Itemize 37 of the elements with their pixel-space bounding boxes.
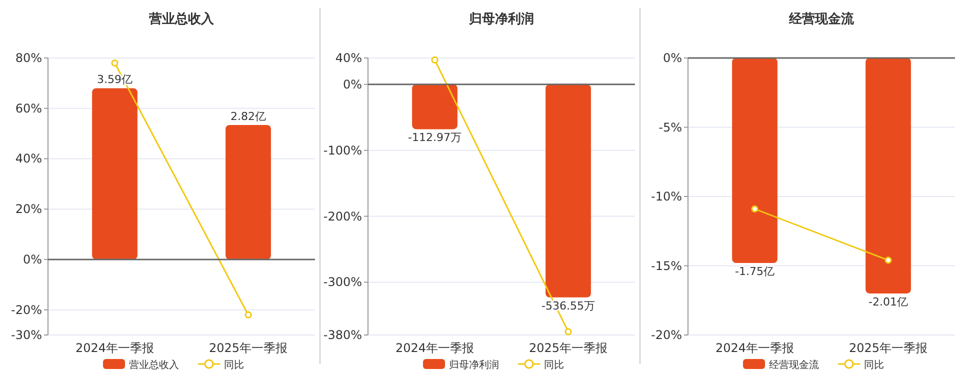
y-tick-label: -30% <box>10 328 42 342</box>
y-tick-label: -380% <box>323 328 362 342</box>
legend-label: 同比 <box>864 359 884 371</box>
y-tick-label: -20% <box>10 302 42 317</box>
data-label: -112.97万 <box>408 131 462 144</box>
y-tick-label: 40% <box>335 51 362 65</box>
y-tick-label: -5% <box>658 120 682 134</box>
y-tick-label: 0% <box>342 77 362 92</box>
legend-label: 归母净利润 <box>449 359 499 371</box>
x-tick-label: 2025年一季报 <box>848 341 928 355</box>
data-label: -2.01亿 <box>868 295 908 308</box>
y-tick-label: -300% <box>323 275 362 290</box>
chart-title: 经营现金流 <box>788 11 855 27</box>
chart-title: 归母净利润 <box>468 11 534 27</box>
x-tick-label: 2024年一季报 <box>395 341 474 355</box>
legend-label: 同比 <box>224 359 244 371</box>
y-tick-label: -10% <box>650 190 682 204</box>
y-tick-label: -20% <box>650 328 682 342</box>
legend-label: 经营现金流 <box>769 359 819 371</box>
x-tick-label: 2024年一季报 <box>715 341 794 355</box>
x-tick-label: 2025年一季报 <box>528 341 608 355</box>
y-tick-label: 60% <box>15 101 42 116</box>
y-tick-label: 0% <box>662 51 682 65</box>
data-label: -1.75亿 <box>735 264 774 278</box>
x-tick-label: 2024年一季报 <box>75 341 154 355</box>
y-tick-label: -200% <box>323 209 362 224</box>
data-label: 2.82亿 <box>230 110 266 123</box>
legend-label: 营业总收入 <box>129 359 179 371</box>
y-tick-label: -15% <box>650 258 682 273</box>
legend-label: 同比 <box>544 359 564 371</box>
y-tick-label: 0% <box>22 252 42 266</box>
y-tick-label: 40% <box>15 152 42 166</box>
x-tick-label: 2025年一季报 <box>208 341 288 355</box>
y-tick-label: 20% <box>15 202 42 216</box>
chart-title: 营业总收入 <box>148 11 215 27</box>
y-tick-label: 80% <box>15 51 42 65</box>
y-tick-label: -100% <box>323 143 362 158</box>
